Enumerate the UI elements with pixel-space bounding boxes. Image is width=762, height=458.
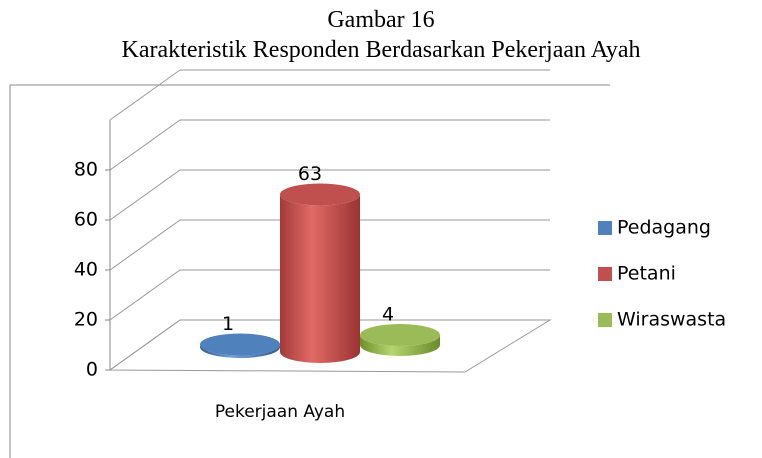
legend-swatch <box>598 313 612 327</box>
grid-line <box>109 119 550 171</box>
y-tick-label: 0 <box>86 359 98 381</box>
cylinder-top <box>280 183 360 206</box>
bar <box>280 183 360 363</box>
grid-line <box>109 169 550 221</box>
legend-label: Pedagang <box>617 217 711 239</box>
legend-label: Petani <box>617 263 676 285</box>
cylinder-body <box>280 194 360 363</box>
legend-swatch <box>598 221 612 235</box>
grid-line <box>109 269 550 321</box>
grid-line <box>109 319 550 371</box>
chart-subtitle: Karakteristik Responden Berdasarkan Peke… <box>122 37 641 63</box>
cylinder-body <box>360 335 440 356</box>
legend-swatch <box>598 267 612 281</box>
chart-frame <box>9 84 610 458</box>
y-tick-label: 40 <box>74 259 98 281</box>
x-tick-label: Pekerjaan Ayah <box>215 402 345 422</box>
cylinder-top <box>360 324 440 346</box>
grid-line <box>109 219 550 271</box>
bar <box>200 333 280 358</box>
wall-top <box>109 69 181 121</box>
bar <box>360 324 440 356</box>
chart-title: Gambar 16 <box>327 7 434 33</box>
cylinder-body <box>200 344 280 358</box>
data-label: 63 <box>298 163 322 185</box>
y-tick-label: 20 <box>74 309 98 331</box>
y-tick-label: 80 <box>74 159 98 181</box>
cylinder-top <box>200 333 280 356</box>
data-label: 1 <box>222 313 234 335</box>
legend-label: Wiraswasta <box>617 309 726 331</box>
data-label: 4 <box>382 304 394 326</box>
y-tick-label: 60 <box>74 209 98 231</box>
